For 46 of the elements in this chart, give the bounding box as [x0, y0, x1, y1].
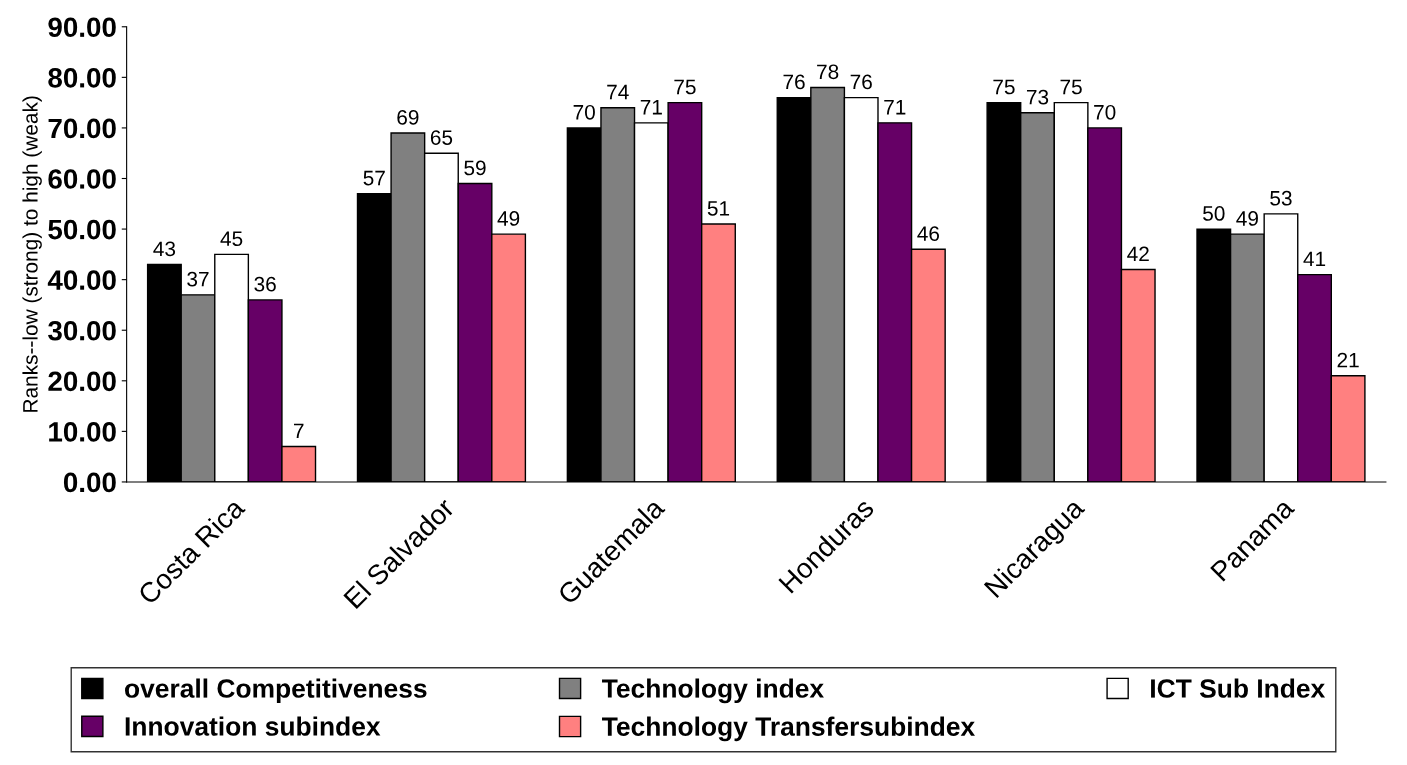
- data-label: 37: [187, 271, 209, 287]
- data-label: 65: [430, 130, 453, 145]
- y-tick-label: 50.00: [48, 219, 116, 240]
- data-label: 59: [464, 160, 486, 176]
- y-tick-label: 60.00: [48, 169, 116, 189]
- y-tick-label: 20.00: [48, 371, 116, 392]
- legend-label: Technology Transfersubindex: [602, 716, 975, 742]
- data-label: 49: [1236, 211, 1258, 226]
- data-label: 21: [1337, 352, 1359, 368]
- data-label: 75: [993, 79, 1015, 95]
- data-label: 75: [1060, 79, 1082, 95]
- data-label: 45: [220, 231, 243, 247]
- y-tick-label: 90.00: [48, 17, 116, 38]
- data-label: 73: [1026, 89, 1049, 105]
- data-label: 46: [917, 226, 940, 242]
- data-label: 57: [363, 170, 385, 186]
- data-label: 70: [1094, 104, 1116, 120]
- data-label: 74: [607, 84, 629, 100]
- y-tick-label: 30.00: [48, 320, 116, 341]
- data-label: 42: [1127, 246, 1149, 262]
- data-label: 78: [817, 64, 839, 80]
- y-tick-label: 80.00: [48, 68, 116, 88]
- data-label: 41: [1303, 251, 1326, 267]
- legend-label: Innovation subindex: [125, 716, 381, 736]
- data-label: 71: [884, 100, 906, 115]
- data-label: 49: [497, 211, 520, 226]
- data-label: 53: [1270, 190, 1292, 206]
- legend-label: Technology index: [602, 678, 824, 704]
- data-label: 51: [707, 201, 730, 216]
- data-label: 76: [850, 74, 872, 90]
- data-label: 76: [783, 74, 805, 90]
- data-label: 75: [674, 79, 696, 95]
- y-tick-label: 70.00: [48, 118, 116, 139]
- y-tick-label: 0.00: [63, 472, 116, 493]
- data-label: 7: [294, 423, 304, 439]
- legend-label: ICT Sub Index: [1151, 678, 1326, 698]
- data-label: 50: [1203, 206, 1225, 221]
- y-tick-label: 40.00: [47, 270, 116, 290]
- data-label: 43: [153, 241, 176, 257]
- data-label: 69: [397, 109, 419, 125]
- y-axis-title: Ranks--low (strong) to high (weak): [22, 96, 42, 412]
- data-label: 71: [640, 100, 662, 115]
- y-tick-label: 10.00: [49, 422, 116, 442]
- data-label: 70: [573, 104, 595, 120]
- data-label: 36: [254, 276, 276, 292]
- legend-label: overall Competitiveness: [125, 678, 427, 704]
